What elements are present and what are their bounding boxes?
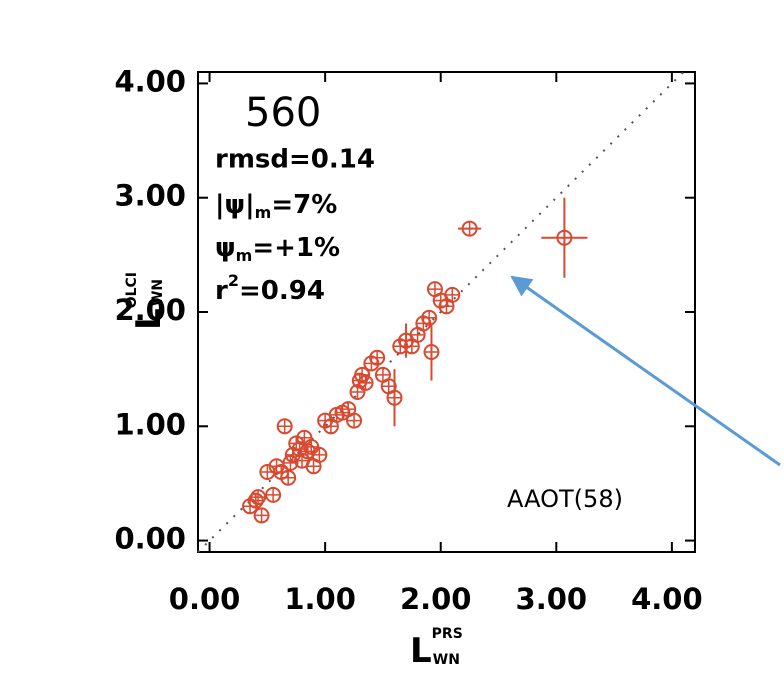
scatter-point-cross	[375, 367, 390, 382]
scatter-point-cross	[462, 221, 477, 236]
annotation: r	[215, 276, 228, 306]
x-axis-label: LPRS WN	[410, 626, 463, 671]
scatter-point-cross	[281, 470, 296, 485]
scatter-point-cross	[243, 499, 258, 514]
scatter-point-cross	[251, 490, 266, 505]
scatter-point-cross	[306, 459, 321, 474]
scatter-point-cross	[254, 508, 269, 523]
scatter-point-cross	[433, 293, 448, 308]
scatter-point-cross	[424, 345, 439, 359]
x-axis-label: L	[410, 631, 432, 671]
chart-title: 560	[245, 90, 321, 136]
annotation: r2=0.94	[215, 271, 325, 306]
scatter-point-cross	[410, 327, 425, 342]
scatter-point-cross	[416, 316, 431, 331]
y-tick-label: 0.00	[114, 522, 186, 556]
x-tick-label: 1.00	[284, 582, 356, 616]
legend-entry: AAOT(58)	[507, 485, 623, 513]
annotation: rmsd=0.14	[215, 145, 375, 175]
scatter-point-cross	[422, 310, 437, 325]
y-tick-label: 4.00	[114, 64, 186, 98]
x-axis-label-sup: PRS	[432, 626, 463, 642]
scatter-point-cross	[387, 390, 402, 405]
scatter-point-cross	[427, 282, 442, 297]
annotation: =+1%	[252, 233, 340, 263]
y-axis-label: L	[129, 308, 169, 330]
scatter-point-cross	[364, 356, 379, 371]
scatter-point-cross	[266, 487, 281, 502]
annotation: ψ	[215, 233, 236, 263]
y-tick-label: 1.00	[114, 407, 186, 441]
x-tick-label: 4.00	[631, 582, 703, 616]
scatter-point-cross	[445, 287, 460, 302]
scatter-point-cross	[399, 333, 414, 348]
y-tick-label: 3.00	[114, 179, 186, 213]
scatter-point-cross	[297, 430, 312, 445]
scatter-point-cross	[381, 379, 396, 394]
scatter-point-cross	[347, 413, 362, 428]
annotation: |ψ|m=7%	[215, 190, 337, 222]
arrow	[510, 275, 781, 467]
one-to-one-line	[197, 71, 685, 553]
annotation: =7%	[271, 190, 337, 220]
annotation-sup: 2	[228, 271, 239, 290]
scatter-point-cross	[404, 339, 419, 354]
scatter-point-cross	[341, 402, 356, 417]
scatter-point-cross	[370, 350, 385, 365]
annotation: =0.94	[239, 276, 325, 306]
y-axis-label-sup: OLCI	[124, 272, 140, 308]
x-tick-label: 2.00	[400, 582, 472, 616]
scatter-point-cross	[318, 413, 333, 428]
annotation-sub: m	[236, 246, 253, 265]
scatter-point-cross	[355, 367, 370, 382]
annotation-sub: m	[255, 203, 272, 222]
scatter-point-cross	[304, 439, 319, 454]
scatter-point-cross	[323, 419, 338, 434]
y-axis-label: LOLCI WN	[124, 272, 169, 330]
y-tick-label: 2.00	[114, 293, 186, 327]
x-tick-label: 0.00	[169, 582, 241, 616]
annotation: ψm=+1%	[215, 233, 340, 265]
y-axis-label-sub: WN	[150, 279, 166, 306]
scatter-point-cross	[312, 447, 327, 462]
y-axis-label-group: LOLCI WN	[124, 272, 169, 330]
scatter-point-cross	[439, 299, 454, 314]
scatter-point-cross	[277, 419, 292, 434]
x-tick-label: 3.00	[516, 582, 588, 616]
x-axis-label-sub: WN	[433, 652, 460, 668]
annotation: |ψ|	[215, 190, 255, 220]
scatter-point-cross	[557, 230, 572, 245]
scatter-point-cross	[358, 375, 373, 390]
